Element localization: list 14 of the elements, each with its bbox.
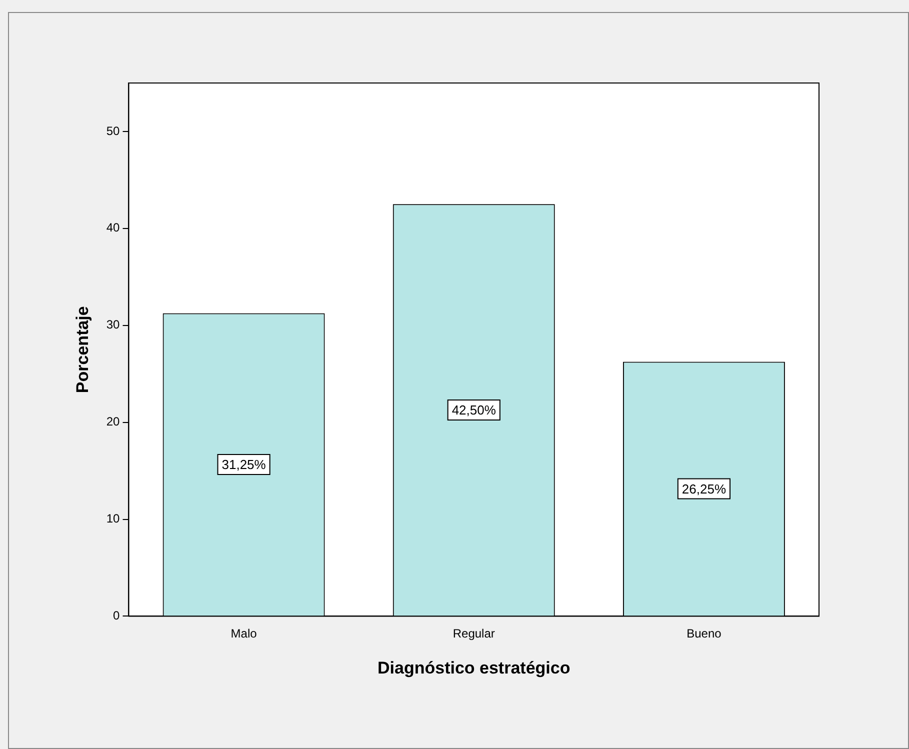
data-label: 31,25% bbox=[222, 457, 266, 472]
data-label: 42,50% bbox=[452, 402, 496, 418]
y-tick-label: 50 bbox=[106, 124, 120, 138]
x-tick-label: Regular bbox=[452, 626, 495, 641]
y-tick-label: 10 bbox=[106, 512, 120, 526]
y-tick-label: 20 bbox=[106, 414, 120, 429]
y-tick-label: 40 bbox=[106, 220, 120, 235]
y-tick-label: 30 bbox=[106, 318, 120, 332]
data-label: 26,25% bbox=[682, 481, 726, 496]
y-axis-title: Porcentaje bbox=[72, 306, 92, 394]
x-axis-title: Diagnóstico estratégico bbox=[378, 658, 570, 678]
x-tick-label: Bueno bbox=[686, 626, 722, 641]
y-tick-label: 0 bbox=[113, 608, 120, 623]
x-tick-label: Malo bbox=[230, 626, 258, 641]
